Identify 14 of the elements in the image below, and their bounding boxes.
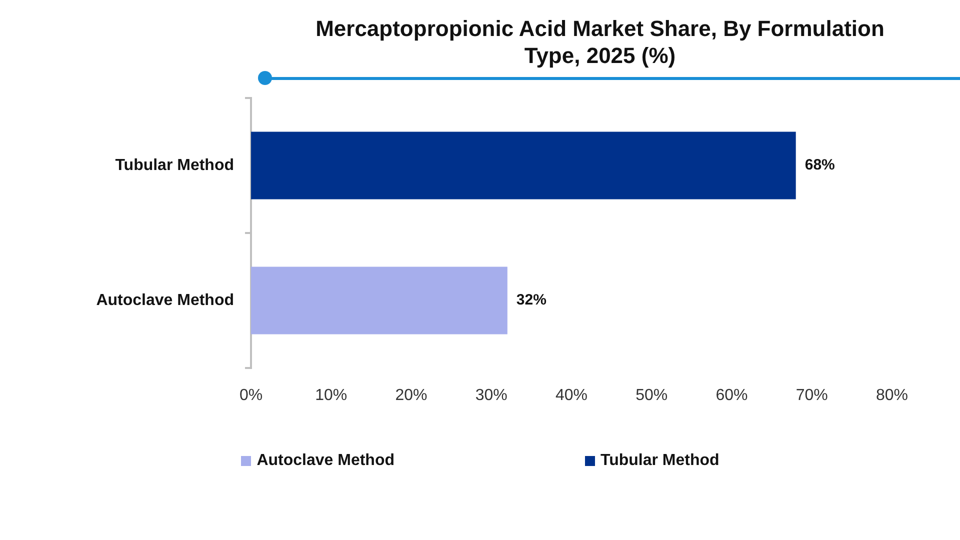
x-tick-label: 80% [876, 387, 908, 404]
chart-title: Mercaptopropionic Acid Market Share, By Formulation Type, 2025 (%) [314, 15, 886, 69]
x-tick-label: 0% [239, 387, 263, 404]
x-tick-label: 10% [315, 387, 348, 404]
x-tick-label: 60% [716, 387, 748, 404]
x-tick-label: 40% [555, 387, 588, 404]
legend-label: Tubular Method [600, 452, 720, 470]
x-tick-label: 70% [796, 387, 828, 404]
data-label: 32% [516, 292, 546, 309]
x-tick-label: 30% [475, 387, 508, 404]
x-tick-label: 50% [636, 387, 668, 404]
x-tick-label: 20% [395, 387, 428, 404]
data-label: 68% [804, 156, 835, 174]
legend-label: Autoclave Method [256, 452, 394, 470]
